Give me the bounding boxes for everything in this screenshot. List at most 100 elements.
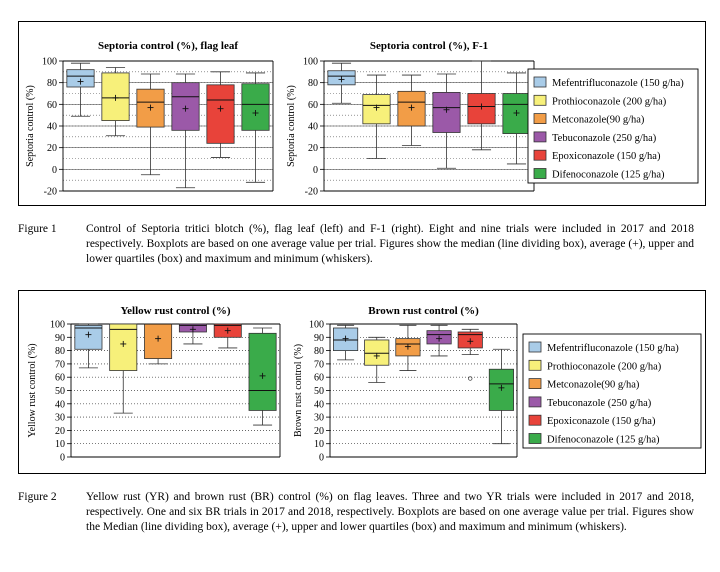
chart-1: Septoria control (%), flag leaf Septoria …: [25, 40, 274, 198]
legend-swatch-tebuconazole-250-g-ha: [533, 131, 547, 143]
iqr-box: [109, 323, 138, 371]
legend-label-metconazole-90-g-ha: Metconazole(90 g/ha): [552, 115, 645, 126]
y-axis-label: Septoria control (%): [286, 85, 297, 167]
box-prothioconazole-200-g-ha: [109, 323, 138, 414]
box-difenoconazole-125-g-ha: [488, 348, 514, 445]
box-difenoconazole-125-g-ha: [248, 327, 277, 426]
legend-swatch-metconazole-90-g-ha: [533, 113, 547, 124]
y-tick-label: 0: [319, 453, 324, 464]
y-tick-label: 0: [313, 165, 318, 176]
legend-swatch-mefentrifluconazole-150-g-ha: [533, 76, 547, 88]
box-tebuconazole-250-g-ha: [426, 324, 452, 357]
box-epoxiconazole-150-g-ha: [467, 60, 496, 151]
figure-2-charts: Yellow rust control (%) Yellow rust contr…: [27, 305, 702, 464]
y-tick-label: 90: [55, 333, 65, 344]
chart-title: Yellow rust control (%): [120, 305, 230, 317]
y-tick-label: -20: [44, 187, 57, 198]
chart-title: Septoria control (%), flag leaf: [98, 40, 238, 52]
box-mefentrifluconazole-150-g-ha: [66, 62, 95, 117]
iqr-box: [206, 84, 235, 144]
box-prothioconazole-200-g-ha: [364, 336, 390, 383]
y-tick-label: 20: [314, 426, 324, 437]
y-tick-label: 100: [303, 57, 318, 68]
box-prothioconazole-200-g-ha: [101, 67, 130, 137]
legend-label-difenoconazole-125-g-ha: Difenoconazole (125 g/ha): [552, 170, 665, 181]
box-metconazole-90-g-ha: [397, 74, 426, 146]
iqr-box: [241, 83, 270, 131]
legend-label-tebuconazole-250-g-ha: Tebuconazole (250 g/ha): [547, 398, 652, 409]
legend-frame: [522, 333, 702, 449]
iqr-box: [364, 339, 390, 366]
figure-2-panel: Yellow rust control (%) Yellow rust contr…: [18, 290, 706, 474]
y-tick-label: 100: [50, 320, 65, 331]
box-prothioconazole-200-g-ha: [362, 74, 391, 159]
y-tick-label: 0: [60, 453, 65, 464]
legend-label-mefentrifluconazole-150-g-ha: Mefentrifluconazole (150 g/ha): [547, 343, 679, 354]
legend-label-metconazole-90-g-ha: Metconazole(90 g/ha): [547, 380, 640, 391]
y-tick-label: 40: [308, 122, 318, 133]
box-metconazole-90-g-ha: [395, 324, 421, 371]
figure-2-text: Yellow rust (YR) and brown rust (BR) con…: [86, 491, 694, 533]
y-axis-label: Yellow rust control (%): [27, 343, 38, 437]
y-tick-label: 50: [314, 386, 324, 397]
legend-frame: [527, 68, 699, 184]
legend-label-tebuconazole-250-g-ha: Tebuconazole (250 g/ha): [552, 133, 657, 144]
figure-2-caption: Figure 2 Yellow rust (YR) and brown rust…: [18, 490, 704, 554]
y-tick-label: 10: [55, 439, 65, 450]
legend-swatch-epoxiconazole-150-g-ha: [533, 149, 547, 161]
y-tick-label: 70: [314, 359, 324, 370]
legend-label-epoxiconazole-150-g-ha: Epoxiconazole (150 g/ha): [547, 416, 656, 427]
y-tick-label: 100: [42, 57, 57, 68]
box-epoxiconazole-150-g-ha: [206, 71, 235, 158]
box-epoxiconazole-150-g-ha: [457, 328, 483, 381]
box-tebuconazole-250-g-ha: [178, 323, 207, 345]
legend-label-prothioconazole-200-g-ha: Prothioconazole (200 g/ha): [552, 96, 667, 107]
y-tick-label: 60: [308, 100, 318, 111]
box-tebuconazole-250-g-ha: [171, 73, 200, 189]
y-tick-label: 70: [55, 359, 65, 370]
legend-swatch-difenoconazole-125-g-ha: [533, 168, 547, 179]
legend-swatch-tebuconazole-250-g-ha: [528, 396, 542, 408]
y-tick-label: 20: [55, 426, 65, 437]
y-tick-label: 30: [314, 413, 324, 424]
y-tick-label: 80: [47, 78, 57, 89]
legend-label-difenoconazole-125-g-ha: Difenoconazole (125 g/ha): [547, 435, 660, 446]
y-tick-label: 40: [55, 399, 65, 410]
y-tick-label: 90: [314, 333, 324, 344]
y-tick-label: 20: [308, 143, 318, 154]
figure-1-caption: Figure 1 Control of Septoria tritici blo…: [18, 222, 704, 272]
y-tick-label: 0: [52, 165, 57, 176]
legend-label-prothioconazole-200-g-ha: Prothioconazole (200 g/ha): [547, 361, 662, 372]
legend-swatch-difenoconazole-125-g-ha: [528, 433, 542, 444]
box-difenoconazole-125-g-ha: [502, 72, 531, 165]
y-tick-label: 40: [314, 399, 324, 410]
y-tick-label: 20: [47, 143, 57, 154]
legend-swatch-prothioconazole-200-g-ha: [528, 359, 542, 371]
legend-label-mefentrifluconazole-150-g-ha: Mefentrifluconazole (150 g/ha): [552, 78, 684, 89]
box-mefentrifluconazole-150-g-ha: [74, 323, 103, 369]
legend-swatch-mefentrifluconazole-150-g-ha: [528, 341, 542, 353]
figure-1-charts: Septoria control (%), flag leaf Septoria …: [25, 40, 699, 198]
iqr-box: [397, 90, 426, 127]
legend-label-epoxiconazole-150-g-ha: Epoxiconazole (150 g/ha): [552, 151, 661, 162]
iqr-box: [248, 332, 277, 411]
box-difenoconazole-125-g-ha: [241, 72, 270, 183]
y-tick-label: 80: [55, 346, 65, 357]
legend-swatch-epoxiconazole-150-g-ha: [528, 414, 542, 426]
figure-1-label: Figure 1: [18, 223, 57, 235]
box-mefentrifluconazole-150-g-ha: [333, 324, 359, 361]
y-tick-label: 60: [47, 100, 57, 111]
y-tick-label: 80: [314, 346, 324, 357]
box-tebuconazole-250-g-ha: [432, 73, 461, 169]
box-epoxiconazole-150-g-ha: [213, 323, 242, 349]
y-axis-label: Brown rust control (%): [293, 344, 304, 437]
chart-2: Septoria control (%), F-1 Septoria contro…: [286, 40, 535, 198]
y-tick-label: 60: [55, 373, 65, 384]
legend: Mefentrifluconazole (150 g/ha) Prothiocon…: [527, 68, 699, 184]
y-tick-label: 40: [47, 122, 57, 133]
outlier-point: [468, 376, 473, 381]
figure-1-panel: Septoria control (%), flag leaf Septoria …: [18, 21, 706, 206]
box-mefentrifluconazole-150-g-ha: [327, 62, 356, 104]
y-tick-label: 60: [314, 373, 324, 384]
y-tick-label: 30: [55, 413, 65, 424]
